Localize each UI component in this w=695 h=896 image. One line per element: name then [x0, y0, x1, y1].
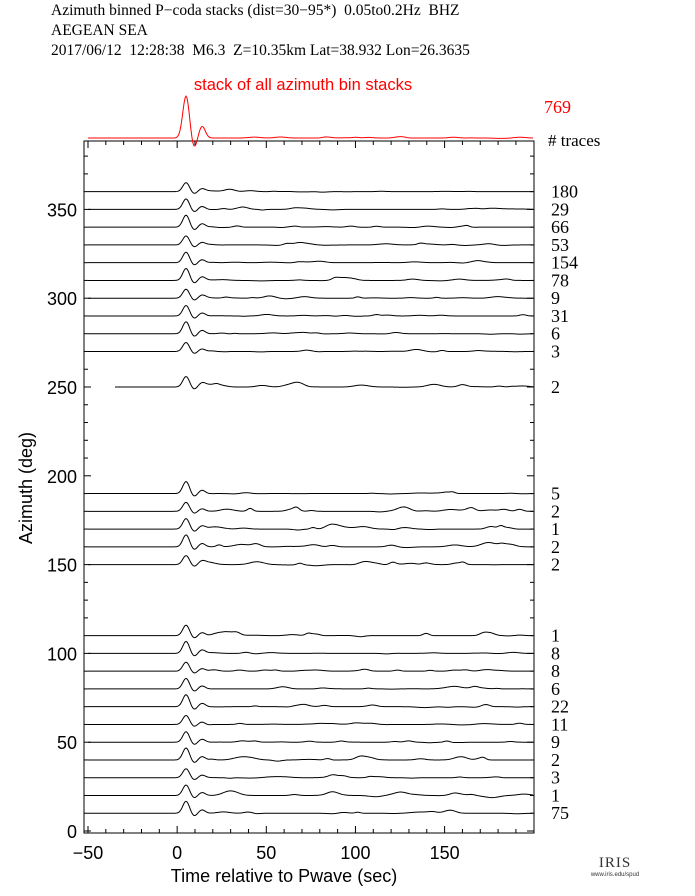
trace-count-label: 154: [551, 253, 578, 273]
azimuth-trace: [88, 182, 533, 194]
trace-count-label: 29: [551, 199, 569, 219]
trace-count-label: 8: [551, 643, 560, 663]
azimuth-trace: [88, 304, 534, 319]
azimuth-trace: [88, 640, 533, 657]
total-traces-label: 769: [544, 97, 571, 117]
azimuth-trace: [88, 501, 533, 514]
azimuth-trace: [88, 288, 533, 301]
trace-count-label: 2: [551, 555, 560, 575]
x-tick-label: 150: [430, 843, 460, 863]
azimuth-trace: [88, 481, 534, 497]
azimuth-trace: [88, 784, 534, 799]
x-tick-label: 100: [340, 843, 370, 863]
trace-count-label: 6: [551, 324, 560, 344]
azimuth-trace: [88, 800, 534, 817]
azimuth-trace: [88, 251, 533, 266]
azimuth-trace: [88, 731, 533, 745]
azimuth-trace: [88, 624, 533, 639]
azimuth-trace: [88, 768, 533, 780]
stack-title: stack of all azimuth bin stacks: [194, 76, 412, 94]
trace-count-label: 31: [551, 306, 569, 326]
trace-count-label: 2: [551, 750, 560, 770]
header-line-3: 2017/06/12 12:28:38 M6.3 Z=10.35km Lat=3…: [51, 42, 470, 59]
azimuth-trace: [88, 214, 533, 230]
y-tick-label: 250: [47, 378, 77, 398]
trace-count-label: 78: [551, 270, 569, 290]
trace-count-label: 3: [551, 768, 560, 788]
trace-count-label: 9: [551, 288, 560, 308]
azimuth-trace: [88, 694, 533, 710]
iris-logo-subtext: www.iris.edu/spud: [590, 872, 640, 878]
trace-count-label: 3: [551, 341, 560, 361]
azimuth-trace: [88, 677, 533, 692]
azimuth-trace: [88, 534, 533, 550]
plot-frame: [83, 140, 535, 834]
y-tick-label: 0: [67, 822, 77, 842]
trace-count-label: 1: [551, 519, 560, 539]
y-tick-label: 300: [47, 289, 77, 309]
y-tick-label: 100: [47, 644, 77, 664]
azimuth-trace: [88, 198, 534, 212]
azimuth-trace: [88, 747, 533, 763]
traces-count-heading: # traces: [548, 131, 600, 150]
azimuth-trace: [115, 375, 534, 390]
y-axis-label: Azimuth (deg): [16, 432, 36, 544]
iris-logo: IRIS www.iris.edu/spud: [580, 855, 650, 878]
trace-count-label: 5: [551, 484, 560, 504]
trace-count-label: 66: [551, 217, 569, 237]
trace-count-label: 9: [551, 732, 560, 752]
azimuth-trace: [88, 321, 534, 337]
trace-count-label: 1: [551, 626, 560, 646]
trace-count-label: 2: [551, 501, 560, 521]
trace-count-label: 22: [551, 697, 569, 717]
azimuth-trace: [88, 267, 533, 284]
x-tick-label: 50: [256, 843, 276, 863]
y-tick-label: 350: [47, 200, 77, 220]
y-tick-label: 200: [47, 467, 77, 487]
y-tick-label: 50: [57, 733, 77, 753]
stack-of-all-trace: [88, 95, 534, 147]
trace-count-label: 8: [551, 661, 560, 681]
trace-count-label: 75: [551, 803, 569, 823]
trace-count-label: 11: [551, 714, 568, 734]
azimuth-trace: [88, 235, 533, 248]
trace-count-label: 2: [551, 537, 560, 557]
azimuth-trace: [88, 555, 533, 567]
x-axis-label: Time relative to Pwave (sec): [171, 866, 397, 886]
azimuth-trace: [88, 661, 533, 674]
iris-logo-text: IRIS: [598, 855, 632, 871]
trace-count-label: 6: [551, 679, 560, 699]
trace-count-label: 180: [551, 182, 578, 202]
azimuth-trace: [88, 518, 533, 532]
y-tick-label: 150: [47, 556, 77, 576]
trace-count-label: 1: [551, 785, 560, 805]
azimuth-trace: [88, 341, 533, 354]
x-tick-label: −50: [73, 843, 104, 863]
trace-count-label: 2: [551, 377, 560, 397]
trace-count-label: 53: [551, 235, 569, 255]
x-tick-label: 0: [172, 843, 182, 863]
azimuth-trace: [88, 714, 533, 727]
header-line-1: Azimuth binned P−coda stacks (dist=30−95…: [51, 2, 460, 19]
header-line-2: AEGEAN SEA: [51, 22, 148, 39]
